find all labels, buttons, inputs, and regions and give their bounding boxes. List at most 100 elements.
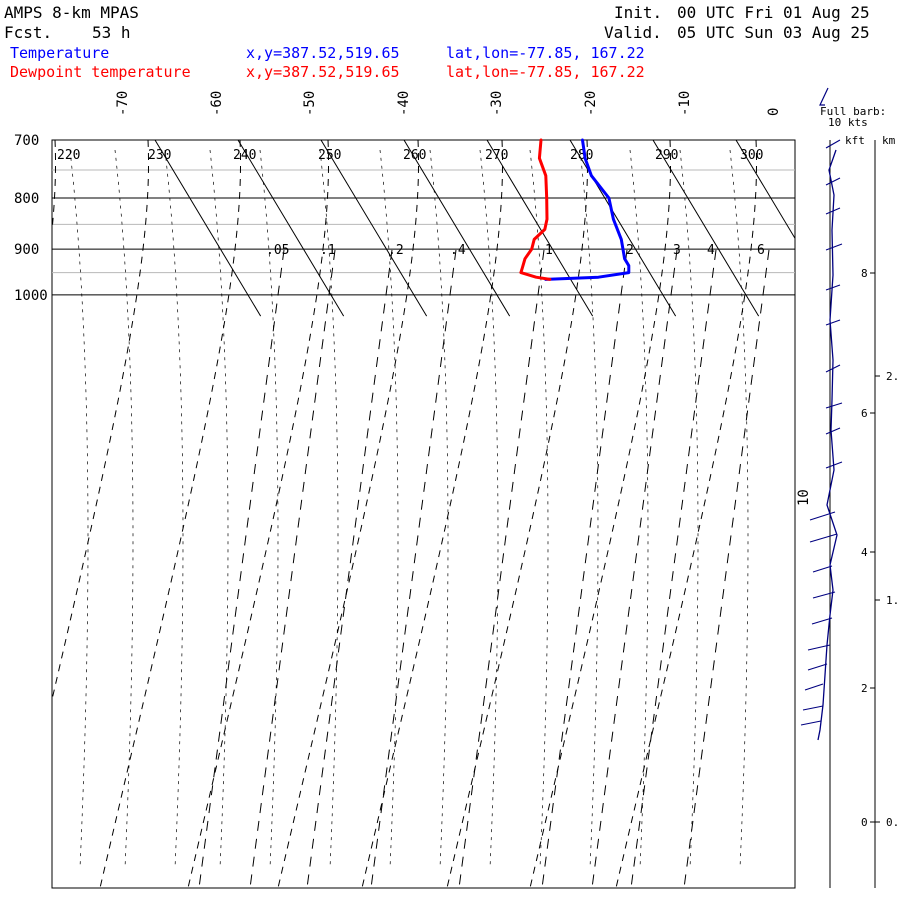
moist-adiabat-line	[209, 149, 229, 869]
moist-adiabat-line	[479, 149, 499, 869]
moist-adiabat-line	[629, 149, 649, 869]
wind-barb-tick	[825, 207, 841, 215]
temperature-tick-label: -60	[209, 91, 225, 116]
kft-axis-label: kft	[845, 134, 865, 147]
legend-temperature-label: Temperature	[10, 44, 109, 62]
isotherm-line	[320, 140, 428, 317]
kft-tick-label: 0	[861, 816, 868, 829]
legend-dewpoint-xy: x,y=387.52,519.65	[246, 63, 400, 81]
dry-adiabat-label: 220	[57, 148, 80, 163]
km-tick-label: 1.	[886, 594, 899, 607]
dry-adiabat-line	[615, 140, 757, 888]
dry-adiabat-line	[187, 140, 329, 888]
moist-adiabat-line	[259, 149, 279, 869]
dry-adiabat-label: 230	[148, 148, 171, 163]
temperature-profile-line	[544, 138, 631, 281]
legend: Temperature Dewpoint temperature x,y=387…	[10, 44, 645, 81]
wind-barb-tick	[825, 243, 843, 251]
pressure-tick-label: 700	[14, 133, 39, 149]
kft-tick-label: 4	[861, 546, 868, 559]
mixing-ratio-label: .05	[266, 243, 289, 258]
wind-barb-tick	[807, 663, 828, 671]
barb-legend-line1: Full barb:	[820, 105, 886, 118]
dry-adiabat-line	[361, 140, 503, 888]
moist-adiabat-line	[679, 149, 699, 869]
wind-barb-tick	[812, 565, 833, 573]
temperature-tick-label: 0	[766, 108, 782, 116]
wind-barb-tick	[825, 402, 843, 409]
pressure-tick-label: 800	[14, 191, 39, 207]
temperature-tick-label: -20	[583, 91, 599, 116]
dry-adiabat-label: 300	[740, 148, 763, 163]
isotherm-line	[154, 140, 262, 317]
annotation-10: 10	[796, 489, 812, 506]
dry-adiabat-line	[52, 140, 149, 702]
fcst-value: 53 h	[92, 23, 131, 42]
isotherm-line	[237, 140, 345, 317]
title-block: AMPS 8-km MPAS Fcst. 53 h Init. 00 UTC F…	[4, 3, 870, 42]
moist-adiabat-line	[579, 149, 599, 869]
fcst-label: Fcst.	[4, 23, 52, 42]
moist-adiabat-line	[319, 149, 339, 869]
moist-adiabat-line	[429, 149, 449, 869]
temperature-tick-label: -70	[115, 91, 131, 116]
wind-barb-tick	[825, 139, 841, 149]
wind-barb-tick	[825, 284, 841, 291]
wind-barb-tick	[807, 644, 831, 651]
dry-adiabat-label: 290	[655, 148, 678, 163]
pressure-tick-label: 1000	[14, 288, 48, 304]
mixing-ratio-label: .1	[320, 243, 336, 258]
mixing-ratio-label: 6	[757, 243, 765, 258]
wind-barb-tick	[825, 364, 841, 373]
pressure-tick-label: 900	[14, 242, 39, 258]
wind-barb-tick	[825, 427, 841, 435]
wind-barb-tick	[825, 461, 843, 469]
dry-adiabat-label: 280	[570, 148, 593, 163]
moist-adiabat-line	[164, 149, 184, 869]
wind-barbs	[800, 139, 843, 888]
valid-label: Valid.	[604, 23, 662, 42]
height-axis: kft km 8 6 4 2 0 2. 1. 0.	[845, 134, 899, 888]
temperature-tick-label: -40	[396, 91, 412, 116]
mixing-ratio-label: 3	[673, 243, 681, 258]
series-layer	[519, 138, 631, 281]
valid-value: 05 UTC Sun 03 Aug 25	[677, 23, 870, 42]
mixing-ratio-label: 4	[707, 243, 715, 258]
init-label: Init.	[614, 3, 662, 22]
init-value: 00 UTC Fri 01 Aug 25	[677, 3, 870, 22]
mixing-ratio-label: 1	[545, 243, 553, 258]
legend-dewpoint-label: Dewpoint temperature	[10, 63, 191, 81]
km-axis-label: km	[882, 134, 896, 147]
moist-adiabat-line	[529, 149, 549, 869]
temperature-tick-label: -10	[677, 91, 693, 116]
wind-barb-tick	[809, 533, 838, 543]
isotherm-line	[486, 140, 594, 317]
mixing-ratio-label: 2	[626, 243, 634, 258]
model-title: AMPS 8-km MPAS	[4, 3, 139, 22]
legend-temperature-xy: x,y=387.52,519.65	[246, 44, 400, 62]
plot-frame	[51, 139, 796, 889]
dewpoint-profile-line	[519, 138, 552, 281]
dry-adiabat-label: 260	[403, 148, 426, 163]
wind-barb-tick	[802, 705, 824, 711]
wind-barb-tick	[809, 511, 836, 521]
moist-adiabat-line	[729, 149, 749, 869]
dry-adiabat-label: 250	[318, 148, 341, 163]
dry-adiabat-line	[99, 140, 241, 888]
legend-barb-icon	[819, 87, 829, 106]
isotherm-line	[735, 140, 795, 240]
wind-barb-tick	[811, 617, 833, 625]
km-tick-label: 2.	[886, 370, 899, 383]
temperature-tick-label: -50	[302, 91, 318, 116]
kft-tick-label: 6	[861, 407, 868, 420]
mixing-ratio-label: .2	[388, 243, 404, 258]
wind-barb-profile	[817, 149, 838, 741]
isotherm-line	[819, 140, 900, 316]
wind-barb-tick	[800, 720, 822, 726]
barb-legend: Full barb: 10 kts	[819, 87, 886, 129]
dry-adiabat-line	[277, 140, 419, 888]
moist-adiabat-line	[114, 149, 134, 869]
wind-barb-tick	[812, 591, 836, 599]
moist-adiabat-line	[379, 149, 399, 869]
